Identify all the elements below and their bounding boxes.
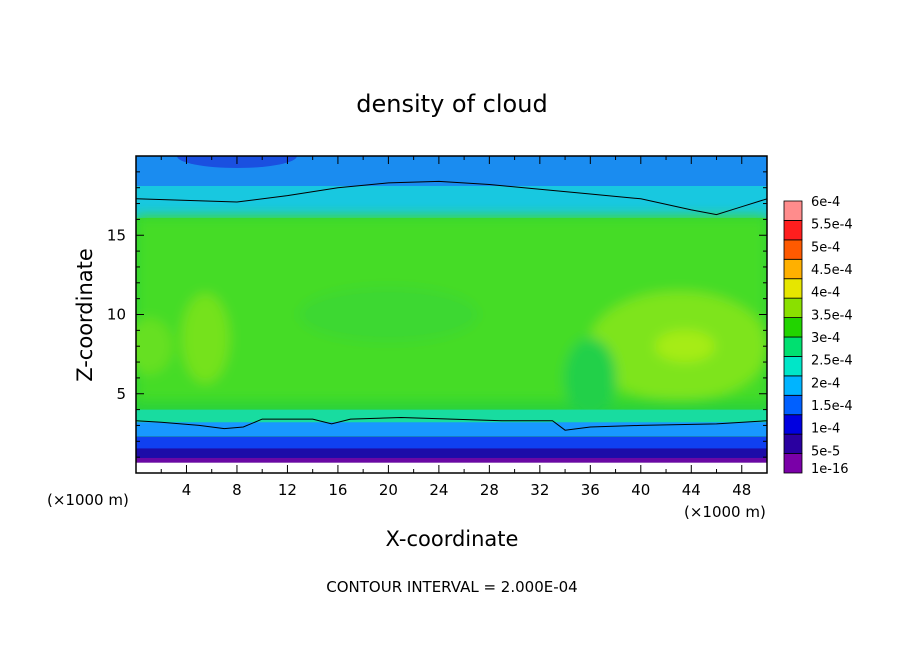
colorbar-swatch bbox=[783, 317, 803, 338]
field-band-navy bbox=[136, 448, 767, 459]
colorbar-label: 4.5e-4 bbox=[811, 263, 853, 278]
field-max-east-core bbox=[654, 330, 715, 363]
x-tick-label: 44 bbox=[682, 481, 701, 499]
contour-upper bbox=[136, 180, 767, 216]
colorbar-swatch bbox=[783, 453, 803, 474]
colorbar-label: 1e-4 bbox=[811, 422, 840, 437]
colorbar-swatch bbox=[783, 336, 803, 357]
colorbar-swatch bbox=[783, 375, 803, 396]
colorbar-swatch bbox=[783, 394, 803, 416]
plot-area bbox=[136, 156, 767, 473]
colorbar-label: 1.5e-4 bbox=[811, 399, 853, 414]
field-core bbox=[136, 216, 767, 418]
y-axis-label: Z-coordinate bbox=[73, 248, 97, 382]
x-axis-label: X-coordinate bbox=[386, 527, 519, 551]
field-low-patch bbox=[564, 337, 617, 418]
chart-title: density of cloud bbox=[356, 90, 547, 118]
colorbar-label: 6e-4 bbox=[811, 195, 840, 210]
field-mid-patch bbox=[298, 286, 479, 343]
colorbar-label: 4e-4 bbox=[811, 286, 840, 301]
field-band-purple bbox=[136, 457, 767, 463]
colorbar-label: 1e-16 bbox=[811, 462, 849, 477]
field-max-west bbox=[181, 293, 230, 384]
field-band-low-cyan bbox=[136, 409, 767, 426]
contour-interval-note: CONTOUR INTERVAL = 2.000E-04 bbox=[326, 578, 577, 596]
field-band-low-blue bbox=[136, 422, 767, 437]
x-axis-ticks: 4 8 12 16 20 24 28 32 36 40 44 48 bbox=[160, 156, 751, 499]
y-axis-ticks: 5 10 15 bbox=[107, 171, 767, 458]
y-tick-label: 15 bbox=[107, 226, 126, 244]
x-tick-label: 12 bbox=[278, 481, 297, 499]
colorbar-label: 2.5e-4 bbox=[811, 354, 853, 369]
field-ground-blank bbox=[136, 462, 767, 473]
colorbar-label: 5e-4 bbox=[811, 240, 840, 255]
contour-lower bbox=[136, 416, 767, 431]
colorbar-label: 5.5e-4 bbox=[811, 218, 853, 233]
colorbar-swatch bbox=[783, 258, 803, 280]
colorbar-label: 2e-4 bbox=[811, 376, 840, 391]
colorbar-label: 3e-4 bbox=[811, 331, 840, 346]
colorbar-swatch bbox=[783, 433, 803, 454]
colorbar-swatch bbox=[783, 278, 803, 299]
colorbar-swatch bbox=[783, 200, 803, 221]
x-tick-label: 36 bbox=[581, 481, 600, 499]
x-tick-label: 4 bbox=[182, 481, 192, 499]
colorbar: 6e-4 5.5e-4 5e-4 4.5e-4 4e-4 3.5e-4 3e-4 2.5e-4… bbox=[783, 195, 853, 477]
density-field bbox=[136, 156, 767, 473]
field-band-deep-blue bbox=[136, 436, 767, 449]
y-tick-label: 10 bbox=[107, 306, 126, 324]
x-tick-label: 24 bbox=[429, 481, 448, 499]
colorbar-label: 3.5e-4 bbox=[811, 308, 853, 323]
x-tick-label: 16 bbox=[328, 481, 347, 499]
x-unit-left: (×1000 m) bbox=[47, 491, 129, 509]
y-tick-label: 5 bbox=[116, 385, 126, 403]
x-tick-label: 8 bbox=[232, 481, 242, 499]
colorbar-label: 5e-5 bbox=[811, 444, 840, 459]
colorbar-swatch bbox=[783, 356, 803, 377]
contour-lines bbox=[136, 180, 767, 431]
colorbar-swatch bbox=[783, 414, 803, 435]
x-tick-label: 20 bbox=[379, 481, 398, 499]
x-tick-label: 48 bbox=[732, 481, 751, 499]
colorbar-swatch bbox=[783, 239, 803, 260]
colorbar-swatch bbox=[783, 220, 803, 241]
field-max-edge bbox=[136, 318, 173, 375]
colorbar-swatch bbox=[783, 297, 803, 318]
x-tick-label: 32 bbox=[530, 481, 549, 499]
x-tick-label: 40 bbox=[631, 481, 650, 499]
x-unit-right: (×1000 m) bbox=[684, 503, 766, 521]
x-tick-label: 28 bbox=[480, 481, 499, 499]
